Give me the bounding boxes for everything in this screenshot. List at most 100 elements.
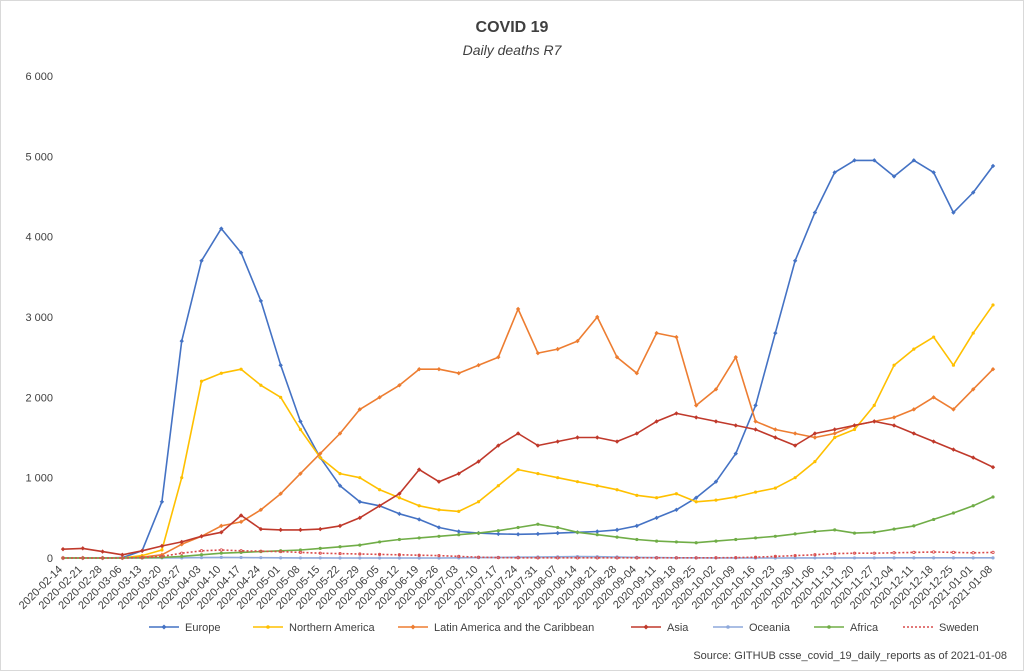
data-point	[674, 411, 679, 416]
data-point	[377, 395, 382, 400]
legend-label: Latin America and the Caribbean	[434, 622, 594, 634]
data-point	[436, 479, 442, 484]
data-point	[991, 495, 995, 499]
data-point	[397, 491, 402, 496]
data-point	[635, 493, 639, 497]
data-point	[971, 551, 975, 555]
x-axis: 2020-02-142020-02-212020-02-282020-03-06…	[17, 557, 995, 612]
data-point	[397, 556, 401, 560]
data-point	[674, 556, 679, 560]
data-point	[199, 534, 204, 539]
data-point	[278, 491, 283, 496]
data-point	[793, 556, 797, 560]
data-point	[318, 451, 323, 456]
data-point	[437, 556, 441, 560]
data-point	[556, 476, 560, 480]
data-point	[891, 423, 897, 428]
data-point	[159, 499, 165, 504]
data-point	[238, 519, 244, 525]
data-point	[654, 419, 659, 424]
legend-marker	[827, 625, 831, 629]
data-point	[813, 460, 817, 464]
data-point	[456, 371, 461, 376]
data-point	[713, 387, 719, 392]
data-point	[932, 550, 936, 554]
data-point	[951, 511, 956, 515]
series-latin-america-and-the-caribbean	[60, 306, 996, 561]
data-point	[358, 556, 362, 560]
data-point	[219, 555, 223, 559]
legend-label: Europe	[185, 622, 220, 634]
data-point	[437, 534, 441, 538]
data-point	[515, 431, 521, 436]
data-point	[338, 556, 342, 560]
data-point	[773, 486, 777, 490]
data-point	[298, 427, 303, 432]
data-point	[199, 553, 204, 557]
data-point	[496, 484, 500, 488]
data-point	[990, 367, 996, 372]
data-point	[279, 556, 283, 560]
data-point	[991, 303, 995, 307]
data-point	[990, 163, 996, 169]
data-point	[238, 250, 244, 255]
data-point	[81, 556, 85, 560]
data-point	[199, 379, 204, 383]
data-point	[219, 523, 224, 529]
data-point	[951, 447, 956, 452]
legend-label: Northern America	[289, 622, 375, 634]
data-point	[377, 503, 382, 508]
data-point	[515, 306, 521, 312]
data-point	[654, 330, 659, 336]
data-point	[60, 546, 66, 552]
data-point	[932, 335, 936, 339]
data-point	[674, 540, 679, 544]
legend-label: Sweden	[939, 622, 979, 634]
data-point	[476, 555, 481, 559]
data-point	[357, 499, 363, 504]
data-point	[872, 403, 876, 407]
data-point	[713, 479, 719, 484]
data-point	[693, 495, 699, 500]
data-point	[436, 367, 442, 372]
data-point	[357, 515, 363, 521]
data-point	[516, 556, 520, 560]
data-point	[714, 539, 718, 543]
data-point	[456, 529, 461, 534]
legend-entry: Northern America	[253, 622, 375, 634]
data-point	[932, 517, 936, 522]
data-point	[674, 492, 679, 496]
data-point	[258, 507, 264, 512]
legend-entry: Asia	[631, 622, 689, 634]
data-point	[872, 419, 877, 424]
data-point	[318, 556, 322, 560]
data-point	[536, 472, 540, 476]
data-point	[852, 158, 857, 163]
legend-label: Asia	[667, 622, 689, 634]
data-point	[912, 347, 916, 351]
data-point	[753, 427, 758, 432]
legend-marker	[643, 624, 649, 630]
data-point	[833, 551, 837, 556]
data-point	[298, 550, 303, 554]
data-point	[635, 556, 639, 560]
data-point	[971, 556, 975, 560]
data-point	[812, 431, 818, 436]
data-point	[595, 435, 600, 440]
data-point	[931, 395, 936, 400]
legend-entry: Latin America and the Caribbean	[398, 622, 594, 634]
data-point	[476, 500, 481, 504]
data-point	[219, 530, 224, 535]
data-point	[931, 439, 936, 444]
data-point	[278, 363, 283, 368]
data-point	[476, 363, 481, 368]
data-point	[773, 330, 778, 336]
data-point	[911, 407, 917, 412]
data-point	[417, 553, 421, 557]
data-point	[773, 435, 778, 440]
data-point	[872, 556, 876, 560]
data-point	[555, 439, 560, 444]
data-point	[120, 556, 124, 560]
data-point	[318, 526, 323, 532]
